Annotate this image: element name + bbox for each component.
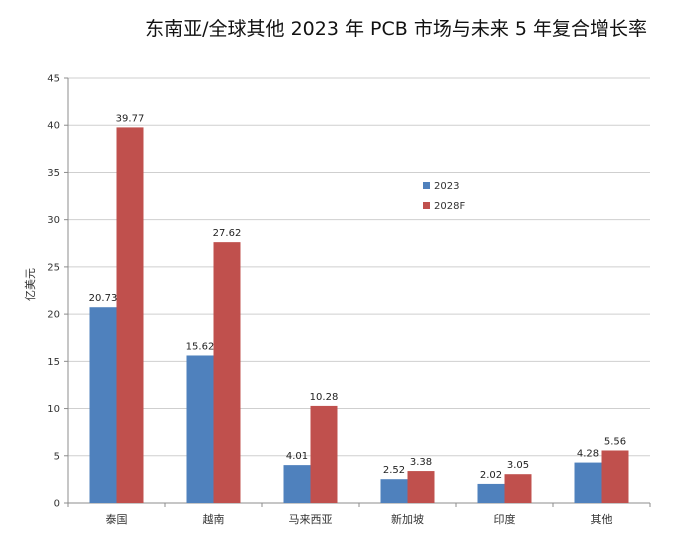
x-tick-label: 其他 <box>591 513 613 526</box>
y-tick-label: 40 <box>47 121 60 132</box>
bar <box>186 355 214 503</box>
bar <box>407 471 435 503</box>
bar <box>116 127 144 504</box>
bar <box>213 242 241 503</box>
bar <box>380 479 408 503</box>
data-label: 10.28 <box>310 392 339 403</box>
y-tick-label: 30 <box>47 215 60 226</box>
y-tick-label: 45 <box>47 74 60 85</box>
y-tick-label: 15 <box>47 357 60 368</box>
bar <box>574 462 602 503</box>
data-label: 2.52 <box>383 465 405 476</box>
bar <box>89 307 117 503</box>
y-tick-label: 25 <box>47 262 60 273</box>
legend-swatch <box>423 202 430 209</box>
bar <box>283 465 311 503</box>
x-tick-label: 新加坡 <box>391 512 424 526</box>
y-tick-label: 10 <box>47 404 60 415</box>
data-label: 4.28 <box>577 449 599 460</box>
y-tick-label: 5 <box>54 451 60 462</box>
y-axis-label: 亿美元 <box>24 268 37 301</box>
data-label: 3.05 <box>507 460 529 471</box>
data-label: 20.73 <box>89 293 118 304</box>
data-label: 4.01 <box>286 451 308 462</box>
y-tick-label: 20 <box>47 310 60 321</box>
bar <box>477 483 505 503</box>
bar <box>310 405 338 503</box>
y-tick-label: 35 <box>47 168 60 179</box>
bar <box>504 474 532 503</box>
x-tick-label: 马来西亚 <box>289 513 333 526</box>
x-tick-label: 越南 <box>203 512 225 526</box>
data-label: 15.62 <box>186 341 215 352</box>
legend-label: 2028F <box>434 201 465 212</box>
data-label: 27.62 <box>213 228 242 239</box>
legend-swatch <box>423 182 430 189</box>
y-tick-label: 0 <box>54 499 60 510</box>
bar <box>601 450 629 503</box>
data-label: 5.56 <box>604 436 626 447</box>
data-label: 39.77 <box>116 113 145 124</box>
x-tick-label: 泰国 <box>106 512 128 526</box>
legend-label: 2023 <box>434 181 459 192</box>
x-tick-label: 印度 <box>494 512 516 526</box>
data-label: 3.38 <box>410 457 432 468</box>
data-label: 2.02 <box>480 470 502 481</box>
chart-title: 东南亚/全球其他 2023 年 PCB 市场与未来 5 年复合增长率 <box>145 18 647 40</box>
